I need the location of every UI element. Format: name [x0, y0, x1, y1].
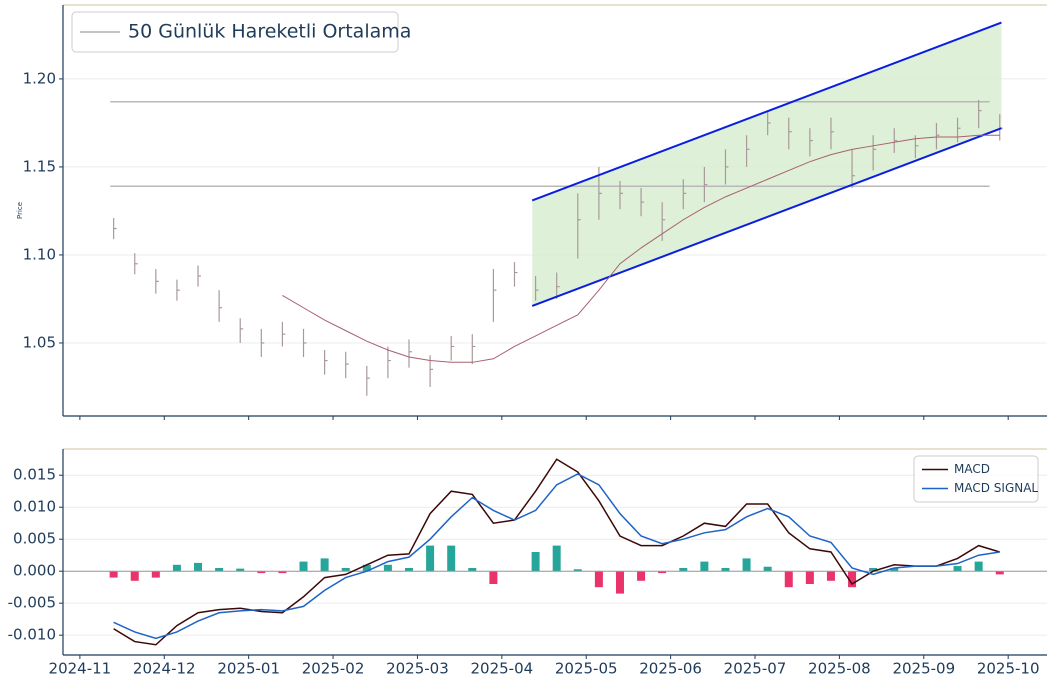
x-tick-label: 2024-12 — [133, 660, 196, 678]
histogram-bar — [573, 569, 582, 572]
histogram-bar — [299, 561, 308, 572]
y-tick-label: 0.005 — [13, 530, 56, 548]
series-line — [113, 458, 1000, 646]
legend-box — [71, 11, 399, 53]
y-tick-label: 1.15 — [23, 157, 56, 175]
histogram-bar — [869, 567, 878, 572]
x-tick-label: 2025-09 — [892, 660, 955, 678]
y-tick-label: -0.005 — [8, 594, 56, 612]
histogram-bar — [172, 564, 181, 572]
legend-label: MACD — [954, 462, 990, 476]
legend-label: 50 Günlük Hareketli Ortalama — [128, 21, 411, 43]
histogram-bar — [531, 552, 540, 572]
histogram-bar — [763, 566, 772, 572]
histogram-bar — [890, 567, 899, 572]
histogram-bar — [215, 567, 224, 572]
histogram-bar — [194, 562, 203, 572]
histogram-bar — [257, 571, 266, 574]
channel-area — [532, 22, 1002, 306]
histogram-bar — [130, 571, 139, 581]
y-axis-label: Price — [16, 202, 24, 219]
histogram-bar — [341, 567, 350, 572]
channel-upper — [531, 21, 1002, 202]
legend-label: MACD SIGNAL — [954, 481, 1038, 495]
x-tick-label: 2025-02 — [302, 660, 365, 678]
y-tick-label: 1.10 — [23, 245, 56, 263]
histogram-bar — [109, 571, 118, 578]
histogram-bar — [236, 568, 245, 572]
x-tick-label: 2025-07 — [724, 660, 787, 678]
histogram-bar — [637, 571, 646, 581]
histogram-bar — [784, 571, 793, 588]
histogram-bar — [320, 558, 329, 572]
histogram-bar — [995, 571, 1004, 575]
x-tick-label: 2025-03 — [386, 660, 449, 678]
histogram-bar — [700, 561, 709, 572]
y-tick-label: 1.05 — [23, 333, 56, 351]
histogram-bar — [468, 567, 477, 572]
legend-box — [913, 455, 1039, 503]
histogram-bar — [742, 558, 751, 572]
histogram-bar — [953, 566, 962, 572]
histogram-bar — [679, 567, 688, 572]
histogram-bar — [615, 571, 624, 594]
histogram-bar — [826, 571, 835, 581]
histogram-bar — [594, 571, 603, 588]
x-tick-label: 2024-11 — [49, 660, 112, 678]
series-line — [282, 134, 1000, 363]
histogram-bar — [405, 567, 414, 572]
x-tick-label: 2025-05 — [555, 660, 618, 678]
y-tick-label: 0.015 — [13, 466, 56, 484]
histogram-bar — [974, 561, 983, 572]
y-tick-label: 0.000 — [13, 562, 56, 580]
histogram-bar — [362, 564, 371, 572]
histogram-bar — [489, 571, 498, 584]
y-tick-label: -0.010 — [8, 626, 56, 644]
x-tick-label: 2025-04 — [470, 660, 533, 678]
histogram-bar — [658, 571, 667, 574]
histogram-bar — [447, 545, 456, 572]
histogram-bar — [278, 571, 287, 574]
histogram-bar — [721, 567, 730, 572]
histogram-bar — [151, 571, 160, 578]
x-tick-label: 2025-01 — [217, 660, 280, 678]
x-tick-label: 2025-06 — [639, 660, 702, 678]
histogram-bar — [426, 545, 435, 572]
histogram-bar — [805, 571, 814, 584]
series-line — [113, 473, 1000, 640]
y-tick-label: 1.20 — [23, 69, 56, 87]
y-tick-label: 0.010 — [13, 498, 56, 516]
histogram-bar — [848, 571, 857, 588]
x-tick-label: 2025-08 — [808, 660, 871, 678]
histogram-bar — [383, 564, 392, 572]
x-tick-label: 2025-10 — [977, 660, 1040, 678]
histogram-bar — [552, 545, 561, 572]
